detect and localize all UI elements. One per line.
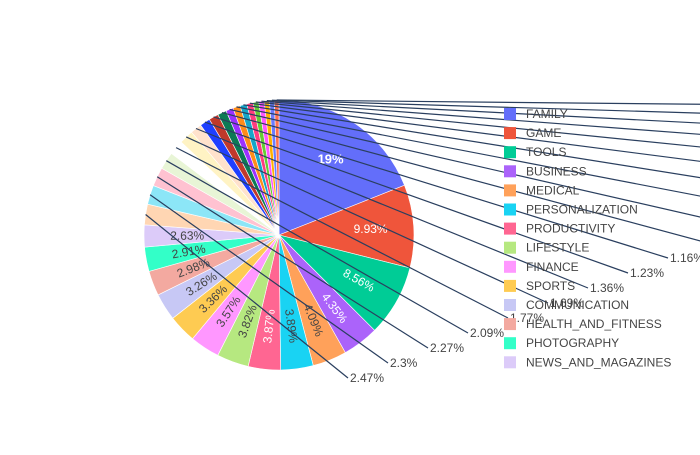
legend-item[interactable]: TOOLS <box>504 145 566 159</box>
slice-outside-label: 2.47% <box>350 371 384 385</box>
legend-item[interactable]: LIFESTYLE <box>504 241 589 255</box>
legend-item[interactable]: PHOTOGRAPHY <box>504 336 619 350</box>
legend-swatch <box>504 337 516 349</box>
legend-swatch <box>504 127 516 139</box>
legend-item[interactable]: PRODUCTIVITY <box>504 222 615 236</box>
legend-item[interactable]: COMMUNICATION <box>504 298 629 312</box>
slice-outside-label: 1.36% <box>590 281 624 295</box>
legend-swatch <box>504 204 516 216</box>
legend-item[interactable]: BUSINESS <box>504 164 587 178</box>
legend-swatch <box>504 242 516 254</box>
legend-item[interactable]: HEALTH_AND_FITNESS <box>504 317 662 331</box>
legend-item[interactable]: SPORTS <box>504 279 575 293</box>
legend-label: SPORTS <box>526 279 575 293</box>
slice-value-label: 2.63% <box>170 229 204 243</box>
legend-label: PRODUCTIVITY <box>526 222 615 236</box>
legend-item[interactable]: PERSONALIZATION <box>504 203 638 217</box>
legend-label: COMMUNICATION <box>526 298 629 312</box>
legend-swatch <box>504 356 516 368</box>
legend-label: FINANCE <box>526 260 579 274</box>
legend-swatch <box>504 165 516 177</box>
slice-outside-label: 2.27% <box>430 341 464 355</box>
legend-item[interactable]: FAMILY <box>504 107 568 121</box>
legend-item[interactable]: FINANCE <box>504 260 579 274</box>
legend-label: HEALTH_AND_FITNESS <box>526 317 662 331</box>
legend-label: GAME <box>526 126 561 140</box>
legend-label: NEWS_AND_MAGAZINES <box>526 355 671 369</box>
legend-swatch <box>504 108 516 120</box>
legend-label: TOOLS <box>526 145 566 159</box>
legend-label: PHOTOGRAPHY <box>526 336 619 350</box>
legend-label: PERSONALIZATION <box>526 203 638 217</box>
slice-outside-label: 1.16% <box>670 251 700 265</box>
legend-swatch <box>504 223 516 235</box>
legend-item[interactable]: NEWS_AND_MAGAZINES <box>504 355 671 369</box>
legend-swatch <box>504 184 516 196</box>
slice-outside-label: 1.23% <box>630 266 664 280</box>
legend-item[interactable]: GAME <box>504 126 561 140</box>
legend-swatch <box>504 261 516 273</box>
legend-item[interactable]: MEDICAL <box>504 183 580 197</box>
slice-outside-label: 2.09% <box>470 326 504 340</box>
legend-swatch <box>504 146 516 158</box>
legend-swatch <box>504 318 516 330</box>
legend-swatch <box>504 299 516 311</box>
legend-swatch <box>504 280 516 292</box>
legend-label: FAMILY <box>526 107 568 121</box>
legend-label: MEDICAL <box>526 183 580 197</box>
slice-value-label: 9.93% <box>354 222 388 236</box>
slice-outside-label: 2.3% <box>390 356 418 370</box>
legend-label: LIFESTYLE <box>526 241 589 255</box>
legend-label: BUSINESS <box>526 164 587 178</box>
